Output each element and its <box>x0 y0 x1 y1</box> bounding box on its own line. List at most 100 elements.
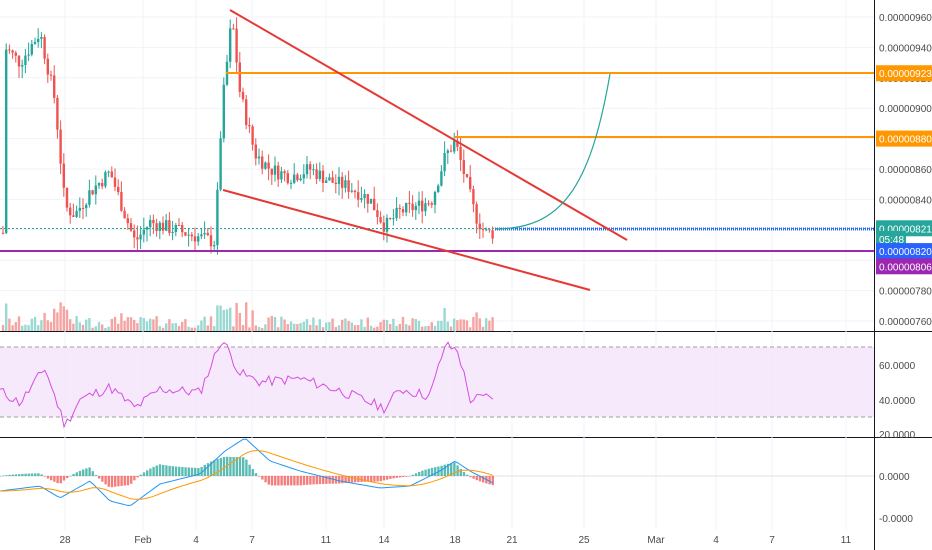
volume-bar-145 <box>465 320 469 331</box>
macd-bar-68 <box>216 458 219 476</box>
macd-bar-55 <box>174 466 178 476</box>
candle-body-85 <box>273 165 277 175</box>
macd-bar-22 <box>69 475 72 477</box>
volume-bar-42 <box>136 323 139 331</box>
candle-body-87 <box>280 171 283 180</box>
candle-body-79 <box>254 144 257 159</box>
volume-bar-30 <box>97 322 101 331</box>
macd-bar-107 <box>341 476 344 484</box>
macd-bar-32 <box>101 476 104 482</box>
volume-bar-129 <box>414 318 417 331</box>
candle-body-7 <box>24 55 27 66</box>
candle-body-66 <box>213 245 216 247</box>
macd-bar-10 <box>30 473 34 476</box>
candle-body-80 <box>257 156 261 159</box>
time-tick-2: 4 <box>193 535 199 546</box>
candle-body-143 <box>459 146 462 161</box>
candle-body-107 <box>344 180 347 188</box>
candle-body-28 <box>91 190 94 195</box>
macd-tick-zero: 0.0000 <box>879 472 910 483</box>
volume-bar-113 <box>363 326 366 331</box>
macd-bar-17 <box>53 476 56 482</box>
candle-body-130 <box>417 200 421 206</box>
volume-bar-69 <box>222 309 225 331</box>
macd-bar-34 <box>107 476 110 487</box>
macd-bar-110 <box>350 476 354 483</box>
candle-body-120 <box>385 217 389 232</box>
volume-bar-44 <box>142 318 145 331</box>
macd-bar-127 <box>405 476 408 477</box>
volume-bar-66 <box>213 326 216 331</box>
candle-body-51 <box>165 220 168 231</box>
macd-bar-99 <box>315 476 318 485</box>
price-tick-10: 0.00000760 <box>879 317 932 328</box>
candle-body-16 <box>53 75 56 98</box>
candle-body-63 <box>203 232 206 235</box>
volume-bar-52 <box>168 319 171 331</box>
volume-bar-38 <box>123 320 126 331</box>
candle-body-86 <box>277 165 280 180</box>
macd-bar-116 <box>370 476 373 482</box>
volume-bar-130 <box>417 320 421 331</box>
macd-bar-58 <box>184 467 187 476</box>
volume-bar-81 <box>261 327 264 331</box>
rsi-line <box>0 341 494 429</box>
macd-bar-134 <box>427 468 430 476</box>
macd-bar-128 <box>408 476 411 477</box>
grid <box>0 0 874 530</box>
candle-body-99 <box>318 170 321 179</box>
volume-bar-58 <box>187 326 190 331</box>
macd-bar-54 <box>171 466 174 476</box>
macd-bar-16 <box>50 476 53 481</box>
candle-body-67 <box>216 189 219 246</box>
volume-bar-49 <box>158 325 161 331</box>
macd-bar-154 <box>491 476 494 486</box>
macd-bar-53 <box>168 465 171 476</box>
candle-body-43 <box>139 234 142 240</box>
candle-body-53 <box>171 232 174 234</box>
time-tick-6: 18 <box>449 535 461 546</box>
macd-bar-0 <box>0 476 2 477</box>
macd-bar-126 <box>402 476 405 478</box>
volume-bar-15 <box>49 322 53 331</box>
macd-bar-150 <box>478 476 482 482</box>
price-tags: 0.000009230.000008800.0000082105:480.000… <box>876 65 932 275</box>
lower-trendline[interactable] <box>222 189 591 291</box>
volume-bar-90 <box>289 321 293 331</box>
candle-body-112 <box>360 198 363 200</box>
candle-body-55 <box>177 225 181 227</box>
candle-body-12 <box>40 37 43 39</box>
time-tick-5: 14 <box>378 535 390 546</box>
volume-bar-1 <box>5 303 8 331</box>
volume-bar-70 <box>225 309 229 331</box>
volume-bar-75 <box>241 325 245 331</box>
volume-bar-57 <box>184 319 187 331</box>
macd-bar-149 <box>475 476 478 481</box>
volume-bar-92 <box>296 324 299 331</box>
candle-body-35 <box>113 177 117 187</box>
candle-body-91 <box>293 174 296 183</box>
candle-body-23 <box>75 210 78 217</box>
macd-bar-118 <box>376 476 379 482</box>
volume-bar-64 <box>206 325 209 331</box>
volume-bar-136 <box>437 320 440 331</box>
macd-bar-91 <box>290 476 293 486</box>
candle-body-133 <box>427 203 430 205</box>
macd-bar-61 <box>194 467 197 476</box>
upper-trendline[interactable] <box>229 9 628 241</box>
volume-bar-134 <box>430 322 433 331</box>
macd-bar-62 <box>197 467 200 476</box>
price-tag-bg-1 <box>876 130 932 147</box>
candle-body-44 <box>142 229 145 235</box>
macd-bar-24 <box>75 472 78 476</box>
candle-body-1 <box>5 49 8 233</box>
volume-bar-109 <box>350 322 353 331</box>
candle-body-139 <box>446 150 449 153</box>
volume-bar-65 <box>209 316 213 331</box>
projection-curve[interactable] <box>494 73 611 230</box>
macd-bar-102 <box>325 476 328 484</box>
volume-bar-41 <box>133 319 136 331</box>
candle-body-106 <box>341 176 344 188</box>
volume-bar-61 <box>197 325 200 331</box>
